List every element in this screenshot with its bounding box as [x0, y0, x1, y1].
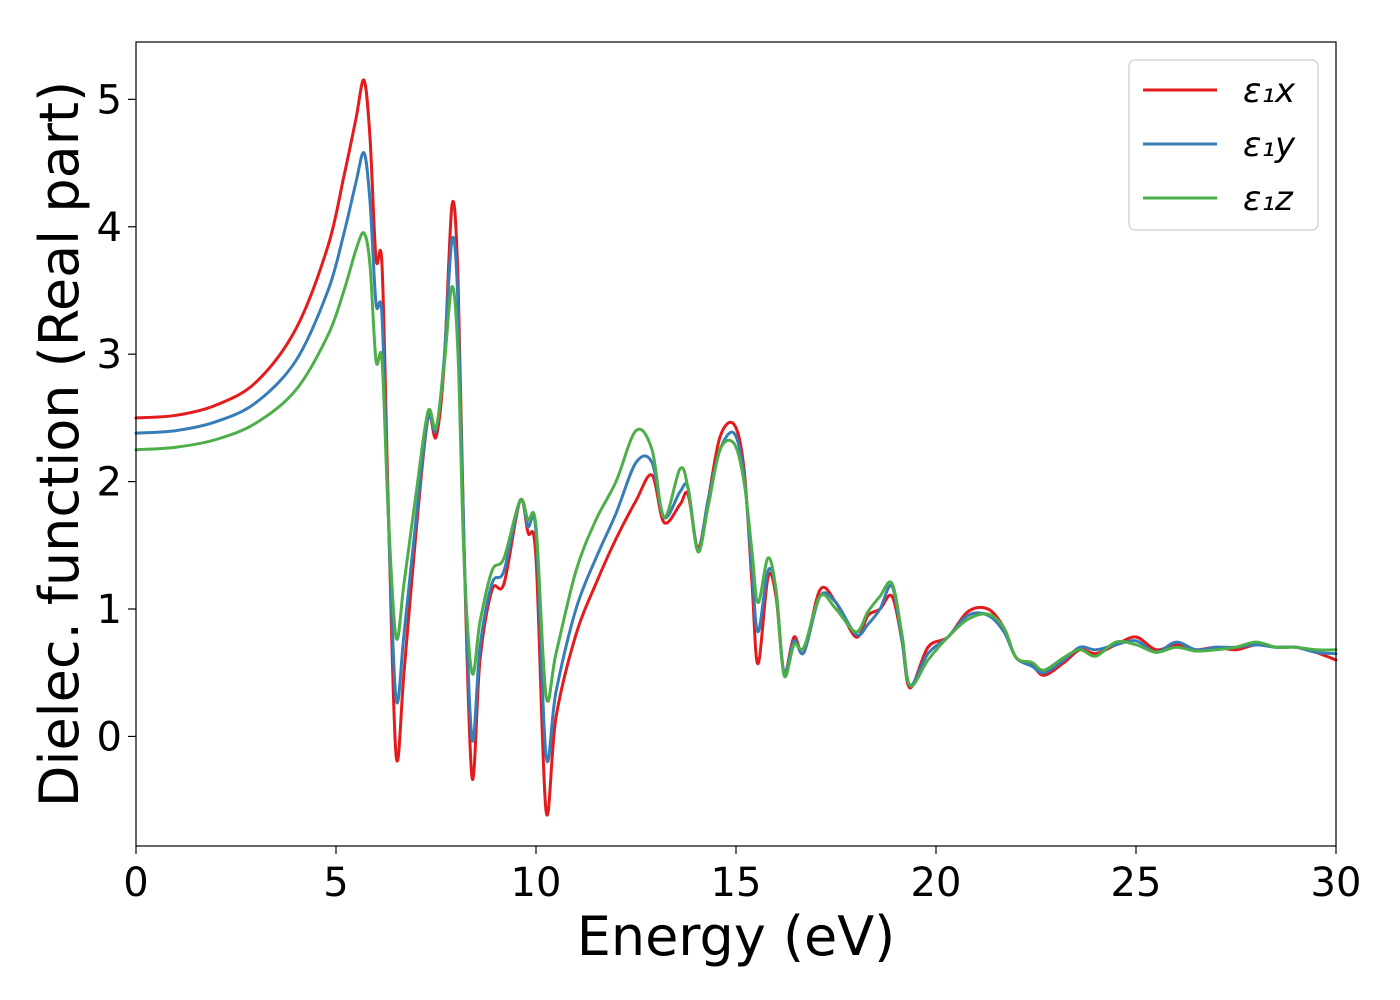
x-tick-label: 5: [323, 860, 348, 906]
plot-frame: [135, 41, 1337, 847]
legend-box: [1128, 59, 1319, 231]
x-tick-label: 25: [1111, 860, 1162, 906]
y-tick-label: 1: [97, 587, 122, 633]
series-layer: [134, 78, 1338, 817]
legend-label-x: ε₁x: [1243, 71, 1296, 111]
y-tick-label: 0: [97, 714, 122, 760]
x-tick-label: 30: [1311, 860, 1362, 906]
series-line-y: [134, 151, 1338, 764]
series-line-x: [134, 78, 1338, 817]
x-tick-label: 0: [123, 860, 148, 906]
series-line-z: [134, 231, 1338, 703]
tick-layer: 0 5 10 15 20 25 30 0 1 2 3 4 5: [97, 77, 1362, 906]
x-tick-label: 20: [911, 860, 962, 906]
legend: ε₁x ε₁y ε₁z: [1128, 59, 1319, 231]
x-tick-label: 10: [511, 860, 562, 906]
x-tick-label: 15: [711, 860, 762, 906]
y-axis-title: Dielec. function (Real part): [28, 81, 91, 807]
y-tick-label: 5: [97, 77, 122, 123]
y-tick-label: 2: [97, 460, 122, 506]
y-tick-label: 3: [97, 332, 122, 378]
y-tick-label: 4: [97, 205, 122, 251]
legend-label-z: ε₁z: [1243, 179, 1294, 219]
x-axis-title: Energy (eV): [577, 905, 896, 968]
legend-label-y: ε₁y: [1243, 125, 1296, 165]
